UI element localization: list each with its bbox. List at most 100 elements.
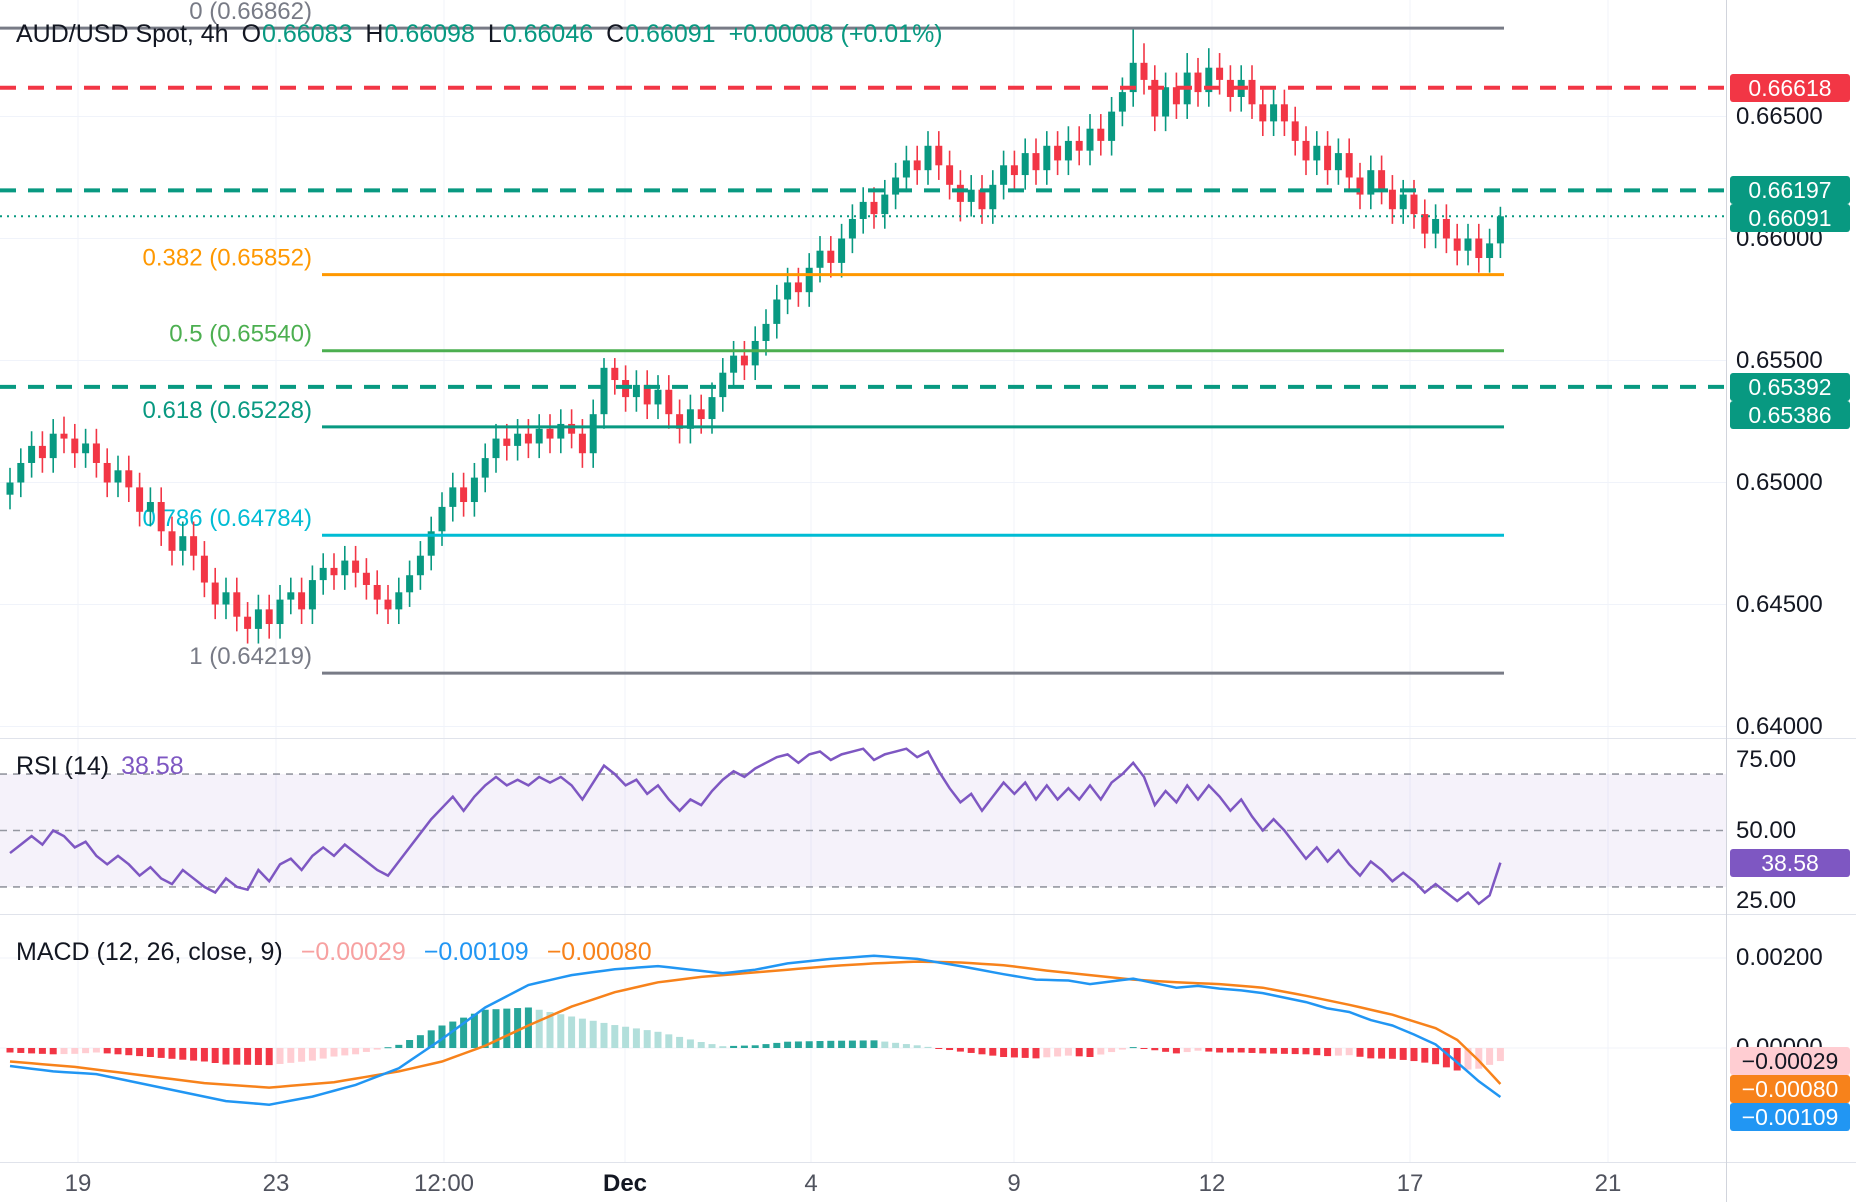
time-axis-label: 12:00: [413, 1170, 475, 1197]
candle-body: [1086, 128, 1094, 151]
time-axis-label: 23: [262, 1170, 290, 1197]
candle-body: [1432, 218, 1440, 234]
macd-hist-bar: [1486, 1048, 1494, 1065]
time-axis-label: 21: [1594, 1170, 1622, 1197]
candle-body: [1108, 111, 1116, 141]
time-axis-separator: [0, 1162, 1856, 1163]
macd-hist-bar: [1118, 1048, 1126, 1050]
macd-hist-bar: [956, 1048, 964, 1052]
price-badge: 0.66618: [1730, 73, 1850, 102]
macd-legend[interactable]: MACD (12, 26, close, 9) −0.00029 −0.0010…: [16, 938, 652, 967]
macd-hist-bar: [1259, 1048, 1267, 1054]
candle-body: [1032, 153, 1040, 171]
fib-label: 0 (0.66862): [189, 0, 312, 25]
candle-body: [859, 201, 867, 219]
macd-hist-bar: [330, 1048, 338, 1057]
candle-body: [1367, 170, 1375, 195]
price-badge: 0.66197: [1730, 176, 1850, 205]
candle-body: [254, 609, 262, 629]
candle-body: [870, 201, 878, 215]
price-axis-separator: [1726, 0, 1727, 1202]
candle-body: [1064, 140, 1072, 161]
macd-hist-bar: [287, 1048, 295, 1063]
candle-body: [589, 414, 597, 454]
candle-body: [92, 443, 100, 463]
macd-hist-bar: [92, 1048, 100, 1053]
macd-hist-bar: [924, 1046, 932, 1048]
macd-hist-bar: [157, 1048, 165, 1058]
macd-hist-bar: [665, 1034, 673, 1048]
candle-body: [611, 367, 619, 381]
macd-hist-bar: [1086, 1048, 1094, 1057]
macd-hist-bar: [902, 1044, 910, 1048]
macd-hist-bar: [632, 1028, 640, 1048]
candle-body: [492, 438, 500, 459]
candle-body: [978, 189, 986, 210]
candle-body: [1248, 79, 1256, 105]
macd-hist-bar: [1291, 1048, 1299, 1055]
macd-hist-bar: [1388, 1048, 1396, 1059]
macd-hist-bar: [233, 1048, 241, 1065]
macd-hist-bar: [49, 1048, 57, 1055]
macd-hist-bar: [589, 1020, 597, 1048]
candle-body: [827, 250, 835, 263]
candle-body: [1226, 79, 1234, 97]
macd-hist-bar: [1248, 1048, 1256, 1053]
time-axis[interactable]: 19 23 12:00 Dec 4 9 12 17 21: [0, 1162, 1726, 1202]
symbol-legend[interactable]: AUD/USD Spot, 4h O 0.66083 H 0.66098 L 0.66…: [16, 20, 943, 49]
price-axis-label: 0.65000: [1736, 468, 1823, 496]
macd-hist-bar: [1324, 1048, 1332, 1057]
macd-hist-bar: [1475, 1048, 1483, 1069]
time-axis-label: Dec: [602, 1170, 648, 1197]
macd-panel-separator[interactable]: [0, 914, 1856, 915]
macd-hist-bar: [341, 1048, 349, 1056]
macd-hist-bar: [244, 1048, 252, 1065]
candle-body: [632, 384, 640, 398]
macd-hist-bar: [1010, 1048, 1018, 1058]
macd-hist-bar: [200, 1048, 208, 1062]
candle-body: [287, 592, 295, 600]
price-badge: 0.66091: [1730, 204, 1850, 233]
macd-hist-bar: [978, 1048, 986, 1055]
price-axis-label: 0.64500: [1736, 590, 1823, 618]
rsi-badge: 38.58: [1730, 848, 1850, 877]
macd-hist-bar: [1464, 1048, 1472, 1070]
macd-axis-label: 0.00200: [1736, 944, 1823, 971]
macd-hist-bar: [535, 1009, 543, 1048]
macd-hist-bar: [449, 1021, 457, 1048]
macd-hist-bar: [384, 1047, 392, 1049]
macd-hist-bar: [773, 1042, 781, 1048]
candle-body: [60, 433, 68, 439]
candle-body: [1021, 153, 1029, 176]
macd-hist-bar: [1194, 1048, 1202, 1051]
rsi-panel-separator[interactable]: [0, 738, 1856, 739]
candle-body: [470, 477, 478, 503]
candle-body: [546, 428, 554, 439]
macd-badge: −0.00109: [1730, 1103, 1850, 1132]
rsi-legend[interactable]: RSI (14) 38.58: [16, 752, 184, 781]
macd-hist-bar: [1129, 1047, 1137, 1049]
macd-hist-bar: [1334, 1048, 1342, 1056]
candle-body: [1118, 92, 1126, 112]
candle-body: [352, 560, 360, 573]
macd-hist-bar: [546, 1012, 554, 1048]
candle-body: [1205, 67, 1213, 93]
candle-body: [438, 506, 446, 532]
macd-hist-bar: [1496, 1048, 1504, 1062]
candle-body: [82, 443, 90, 454]
macd-hist-bar: [1021, 1048, 1029, 1058]
macd-hist-bar: [265, 1048, 273, 1066]
rsi-title: RSI (14): [16, 752, 110, 780]
close-label: C: [606, 20, 625, 48]
price-axis[interactable]: 0.66500 0.66000 0.65500 0.65000 0.64500 0.640…: [1727, 0, 1856, 1162]
macd-hist-bar: [1108, 1048, 1116, 1053]
macd-hist-bar: [103, 1048, 111, 1054]
macd-hist-bar: [1432, 1048, 1440, 1065]
macd-hist-bar: [276, 1048, 284, 1064]
candle-body: [838, 238, 846, 263]
candle-body: [481, 458, 489, 478]
macd-hist-bar: [1237, 1048, 1245, 1053]
macd-hist-bar: [406, 1040, 414, 1048]
macd-hist-bar: [298, 1048, 306, 1062]
